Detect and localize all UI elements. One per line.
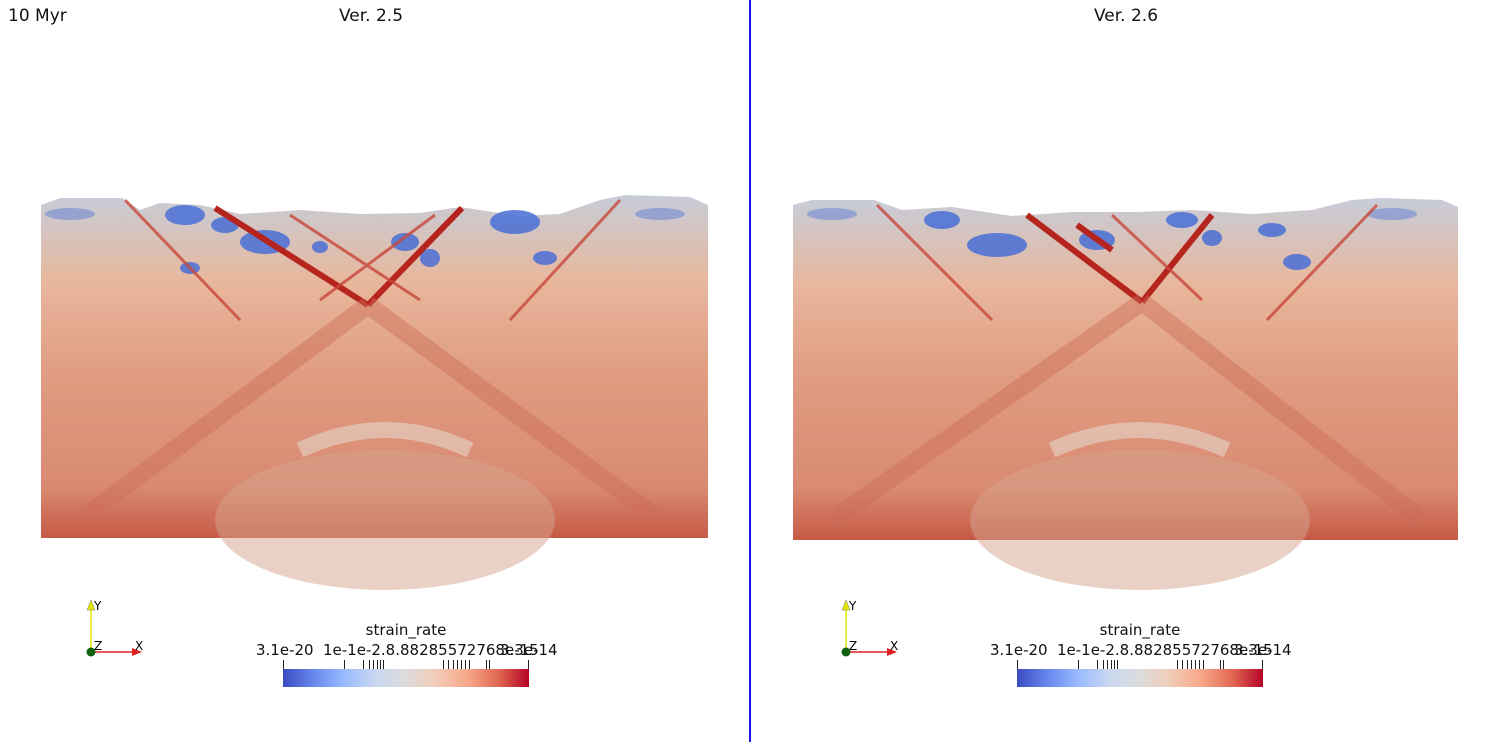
z-axis-label: Z [849,639,857,653]
colorbar-left [283,669,529,687]
time-label: 10 Myr [8,6,67,26]
y-axis-label: Y [848,599,857,613]
colorbar-min-right: 3.1e-20 [990,641,1048,659]
pane-title-right: Ver. 2.6 [1093,6,1159,26]
colorbar-mid-right: 1e-1e-2.8.88285572768e-15 [1057,641,1273,659]
pane-title-left: Ver. 2.5 [338,6,404,26]
colorbar-min-left: 3.1e-20 [256,641,314,659]
colorbar-ticks-left [283,660,529,674]
z-axis-label: Z [94,639,102,653]
colorbar-ticks-right [1017,660,1263,674]
x-axis-label: X [135,639,143,653]
colorbar-max-right: 3.3e-14 [1234,641,1292,659]
colorbar-mid-left: 1e-1e-2.8.88285572768e-15 [323,641,539,659]
view-pane-right[interactable]: Ver. 2.6 [752,0,1487,742]
colorbar-max-left: 3.3e-14 [500,641,558,659]
y-axis-label: Y [93,599,102,613]
view-pane-left[interactable]: 10 Myr Ver. 2.5 [0,0,749,742]
strain-rate-field-left[interactable] [0,0,749,742]
colorbar-title-left: strain_rate [365,621,447,639]
colorbar-right [1017,669,1263,687]
x-axis-label: X [890,639,898,653]
strain-rate-field-right[interactable] [752,0,1487,742]
orientation-axes-right: Y X Z [841,599,898,657]
pane-divider[interactable] [749,0,751,742]
colorbar-title-right: strain_rate [1099,621,1181,639]
orientation-axes-left: Y X Z [86,599,143,657]
